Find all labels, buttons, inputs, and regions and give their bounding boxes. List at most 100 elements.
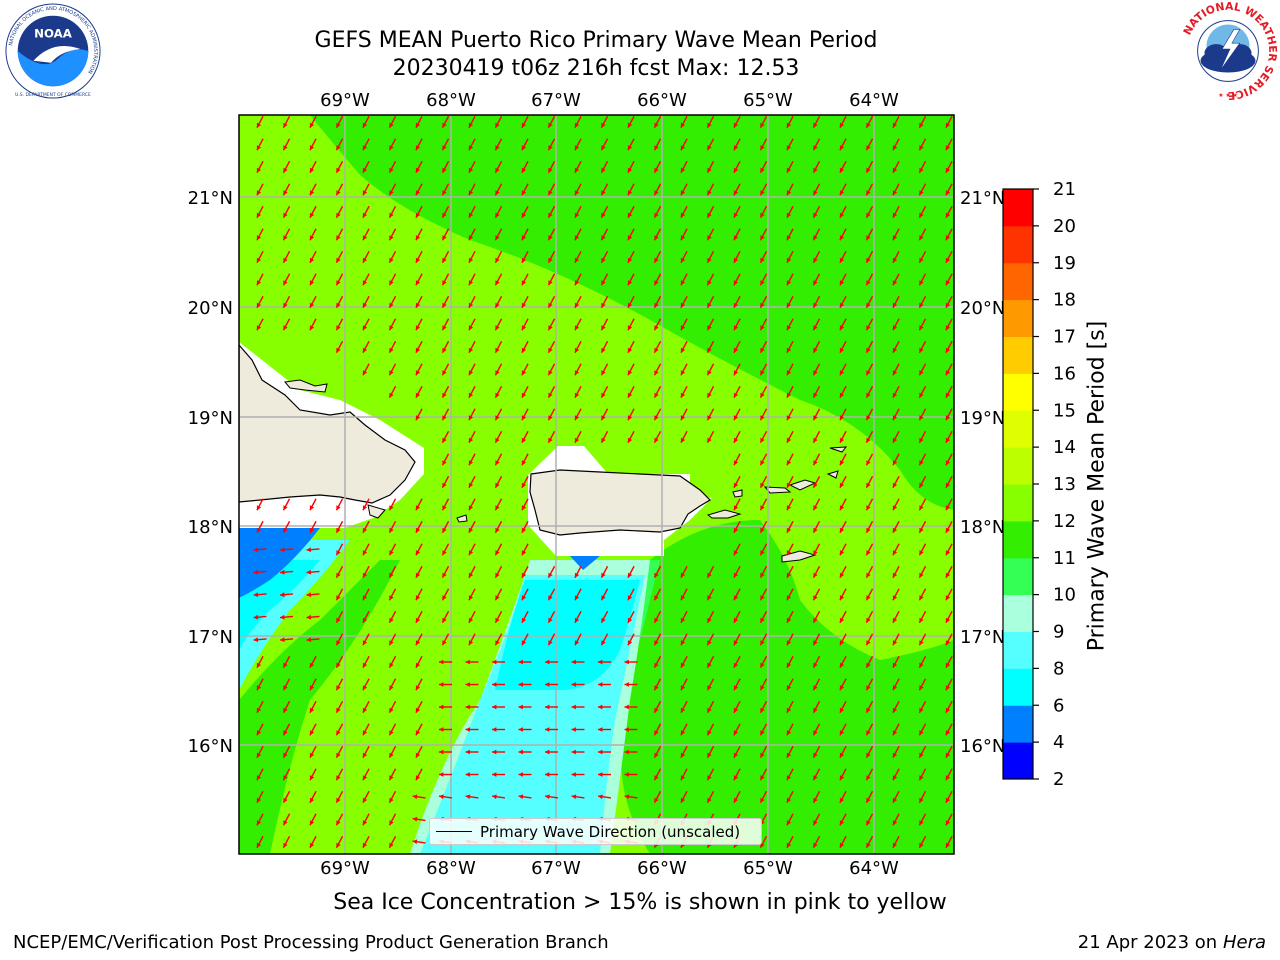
wave-arrow: [256, 790, 264, 804]
wave-arrow: [335, 273, 344, 286]
wave-arrow: [786, 520, 794, 534]
wave-arrow: [547, 115, 556, 129]
wave-arrow: [521, 498, 529, 511]
wave-arrow: [439, 659, 452, 665]
wave-arrow: [571, 727, 585, 732]
wave-arrow: [627, 205, 635, 219]
wave-arrow: [627, 250, 635, 264]
wave-arrow: [412, 794, 426, 800]
wave-arrow: [786, 228, 794, 241]
wave-arrow: [812, 700, 821, 714]
wave-arrow: [812, 183, 821, 196]
wave-arrow: [945, 453, 953, 466]
wave-arrow: [918, 453, 927, 466]
wave-arrow: [653, 723, 662, 736]
wave-arrow: [415, 228, 423, 241]
wave-arrow: [309, 498, 317, 511]
wave-arrow: [362, 183, 370, 196]
wave-arrow: [627, 138, 635, 151]
wave-arrow: [918, 475, 927, 489]
wave-arrow: [839, 228, 847, 241]
wave-arrow: [786, 273, 794, 286]
wave-arrow: [415, 138, 423, 151]
wave-arrow: [945, 183, 953, 196]
wave-arrow: [574, 610, 582, 624]
wave-arrow: [600, 115, 609, 129]
wave-arrow: [574, 183, 582, 196]
wave-arrow: [362, 520, 370, 534]
wave-arrow: [839, 565, 847, 579]
wave-arrow: [839, 138, 847, 151]
wave-arrow: [282, 655, 291, 669]
wave-arrow: [812, 633, 821, 646]
wave-arrow: [945, 228, 953, 241]
wave-arrow: [309, 318, 317, 331]
wave-arrow: [892, 768, 900, 781]
wave-arrow: [812, 160, 821, 174]
colorbar-swatch: [1003, 189, 1033, 227]
wave-arrow: [415, 655, 423, 669]
wave-arrow: [256, 205, 264, 219]
wave-arrow: [600, 183, 609, 196]
wave-arrow: [759, 160, 768, 174]
wave-arrow: [945, 520, 953, 534]
wave-arrow: [282, 228, 291, 241]
wave-arrow: [706, 633, 715, 646]
wave-arrow: [362, 588, 370, 601]
wave-arrow: [733, 723, 741, 736]
wave-arrow: [892, 340, 900, 354]
wave-arrow: [892, 295, 900, 309]
wave-arrow: [309, 790, 317, 804]
wave-arrow: [624, 704, 638, 710]
wave-arrow: [945, 813, 953, 826]
wave-arrow: [918, 295, 927, 309]
wave-arrow: [335, 835, 344, 849]
wave-arrow: [439, 704, 452, 710]
wave-arrow: [494, 363, 503, 376]
wave-arrow: [892, 205, 900, 219]
wave-arrow: [465, 794, 479, 800]
wave-arrow: [598, 659, 611, 665]
wave-arrow: [415, 385, 423, 399]
wave-arrow: [600, 205, 609, 219]
wave-arrow: [759, 273, 768, 286]
wave-arrow: [653, 250, 662, 264]
wave-arrow: [545, 749, 558, 755]
wave-arrow: [892, 273, 900, 286]
wave-arrow: [892, 385, 900, 399]
wave-arrow: [918, 633, 927, 646]
wave-arrow: [812, 138, 821, 151]
wave-arrow: [253, 614, 267, 620]
wave-arrow: [441, 610, 450, 624]
wave-arrow: [627, 363, 635, 376]
wave-arrow: [309, 678, 317, 691]
wave-arrow: [306, 614, 320, 620]
wave-arrow: [494, 610, 503, 624]
wave-arrow: [465, 727, 479, 732]
wave-arrow: [706, 273, 715, 286]
wave-arrow: [680, 790, 688, 804]
wave-arrow: [865, 408, 874, 421]
wave-arrow: [441, 385, 450, 399]
wave-arrow: [335, 138, 344, 151]
wave-arrow: [865, 453, 874, 466]
wave-arrow: [865, 790, 874, 804]
wave-arrow: [653, 138, 662, 151]
lat-label-right: 19°N: [960, 408, 1005, 429]
wave-arrow: [494, 318, 503, 331]
wave-arrow: [945, 295, 953, 309]
wave-arrow: [759, 835, 768, 849]
wave-arrow: [839, 430, 847, 444]
wave-arrow: [335, 790, 344, 804]
wave-arrow: [706, 340, 715, 354]
wave-arrow: [597, 794, 612, 800]
wave-arrow: [256, 835, 264, 849]
wave-arrow: [680, 363, 688, 376]
wave-arrow: [918, 138, 927, 151]
wave-arrow: [812, 565, 821, 579]
wave-arrow: [415, 700, 423, 714]
wave-arrow: [362, 610, 370, 624]
period-field-west-4-6b: [239, 528, 320, 598]
wave-arrow: [759, 768, 768, 781]
wave-arrow: [388, 610, 397, 624]
